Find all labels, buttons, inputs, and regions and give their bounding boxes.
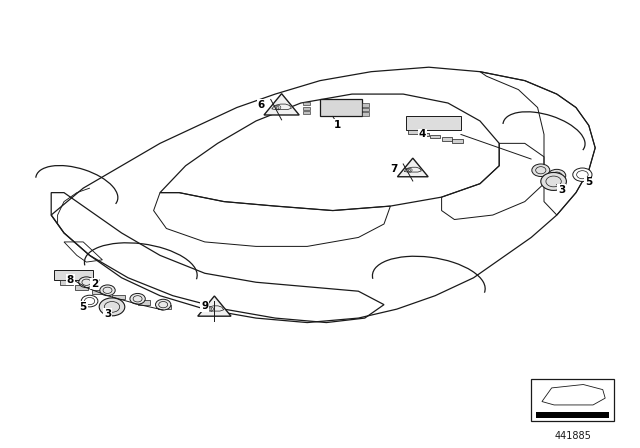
Circle shape bbox=[541, 172, 566, 190]
Text: 7: 7 bbox=[390, 164, 397, 174]
Text: 3: 3 bbox=[558, 185, 566, 194]
FancyBboxPatch shape bbox=[531, 379, 614, 421]
Text: 9: 9 bbox=[201, 302, 209, 311]
Circle shape bbox=[81, 295, 98, 307]
FancyBboxPatch shape bbox=[112, 295, 125, 299]
Polygon shape bbox=[397, 158, 428, 177]
FancyBboxPatch shape bbox=[452, 139, 463, 143]
Text: 4: 4 bbox=[419, 129, 426, 139]
Text: 441885: 441885 bbox=[554, 431, 591, 441]
FancyBboxPatch shape bbox=[60, 280, 73, 285]
Polygon shape bbox=[198, 296, 231, 316]
FancyBboxPatch shape bbox=[138, 300, 150, 305]
Circle shape bbox=[79, 277, 94, 288]
Text: 8: 8 bbox=[67, 275, 74, 284]
Circle shape bbox=[548, 169, 566, 182]
Text: 5: 5 bbox=[585, 177, 593, 187]
Text: 1: 1 bbox=[334, 120, 342, 129]
Text: 5: 5 bbox=[79, 302, 87, 312]
FancyBboxPatch shape bbox=[442, 137, 452, 141]
Circle shape bbox=[156, 299, 171, 310]
FancyBboxPatch shape bbox=[536, 412, 609, 418]
FancyBboxPatch shape bbox=[54, 270, 93, 280]
FancyBboxPatch shape bbox=[320, 99, 362, 116]
FancyBboxPatch shape bbox=[408, 130, 418, 134]
FancyBboxPatch shape bbox=[303, 111, 310, 114]
FancyBboxPatch shape bbox=[362, 108, 369, 111]
FancyBboxPatch shape bbox=[419, 133, 429, 136]
Circle shape bbox=[573, 168, 592, 181]
Circle shape bbox=[130, 293, 145, 304]
Circle shape bbox=[532, 164, 550, 177]
FancyBboxPatch shape bbox=[362, 112, 369, 116]
Circle shape bbox=[99, 298, 125, 316]
Text: 3: 3 bbox=[104, 309, 111, 319]
FancyBboxPatch shape bbox=[92, 290, 104, 294]
Text: 2: 2 bbox=[91, 279, 99, 289]
FancyBboxPatch shape bbox=[75, 285, 88, 290]
FancyBboxPatch shape bbox=[430, 135, 440, 138]
Polygon shape bbox=[264, 94, 300, 115]
Text: 6: 6 bbox=[257, 100, 265, 110]
FancyBboxPatch shape bbox=[158, 305, 171, 309]
FancyBboxPatch shape bbox=[406, 116, 461, 130]
FancyBboxPatch shape bbox=[303, 107, 310, 110]
Circle shape bbox=[100, 285, 115, 296]
FancyBboxPatch shape bbox=[362, 103, 369, 107]
FancyBboxPatch shape bbox=[303, 102, 310, 105]
